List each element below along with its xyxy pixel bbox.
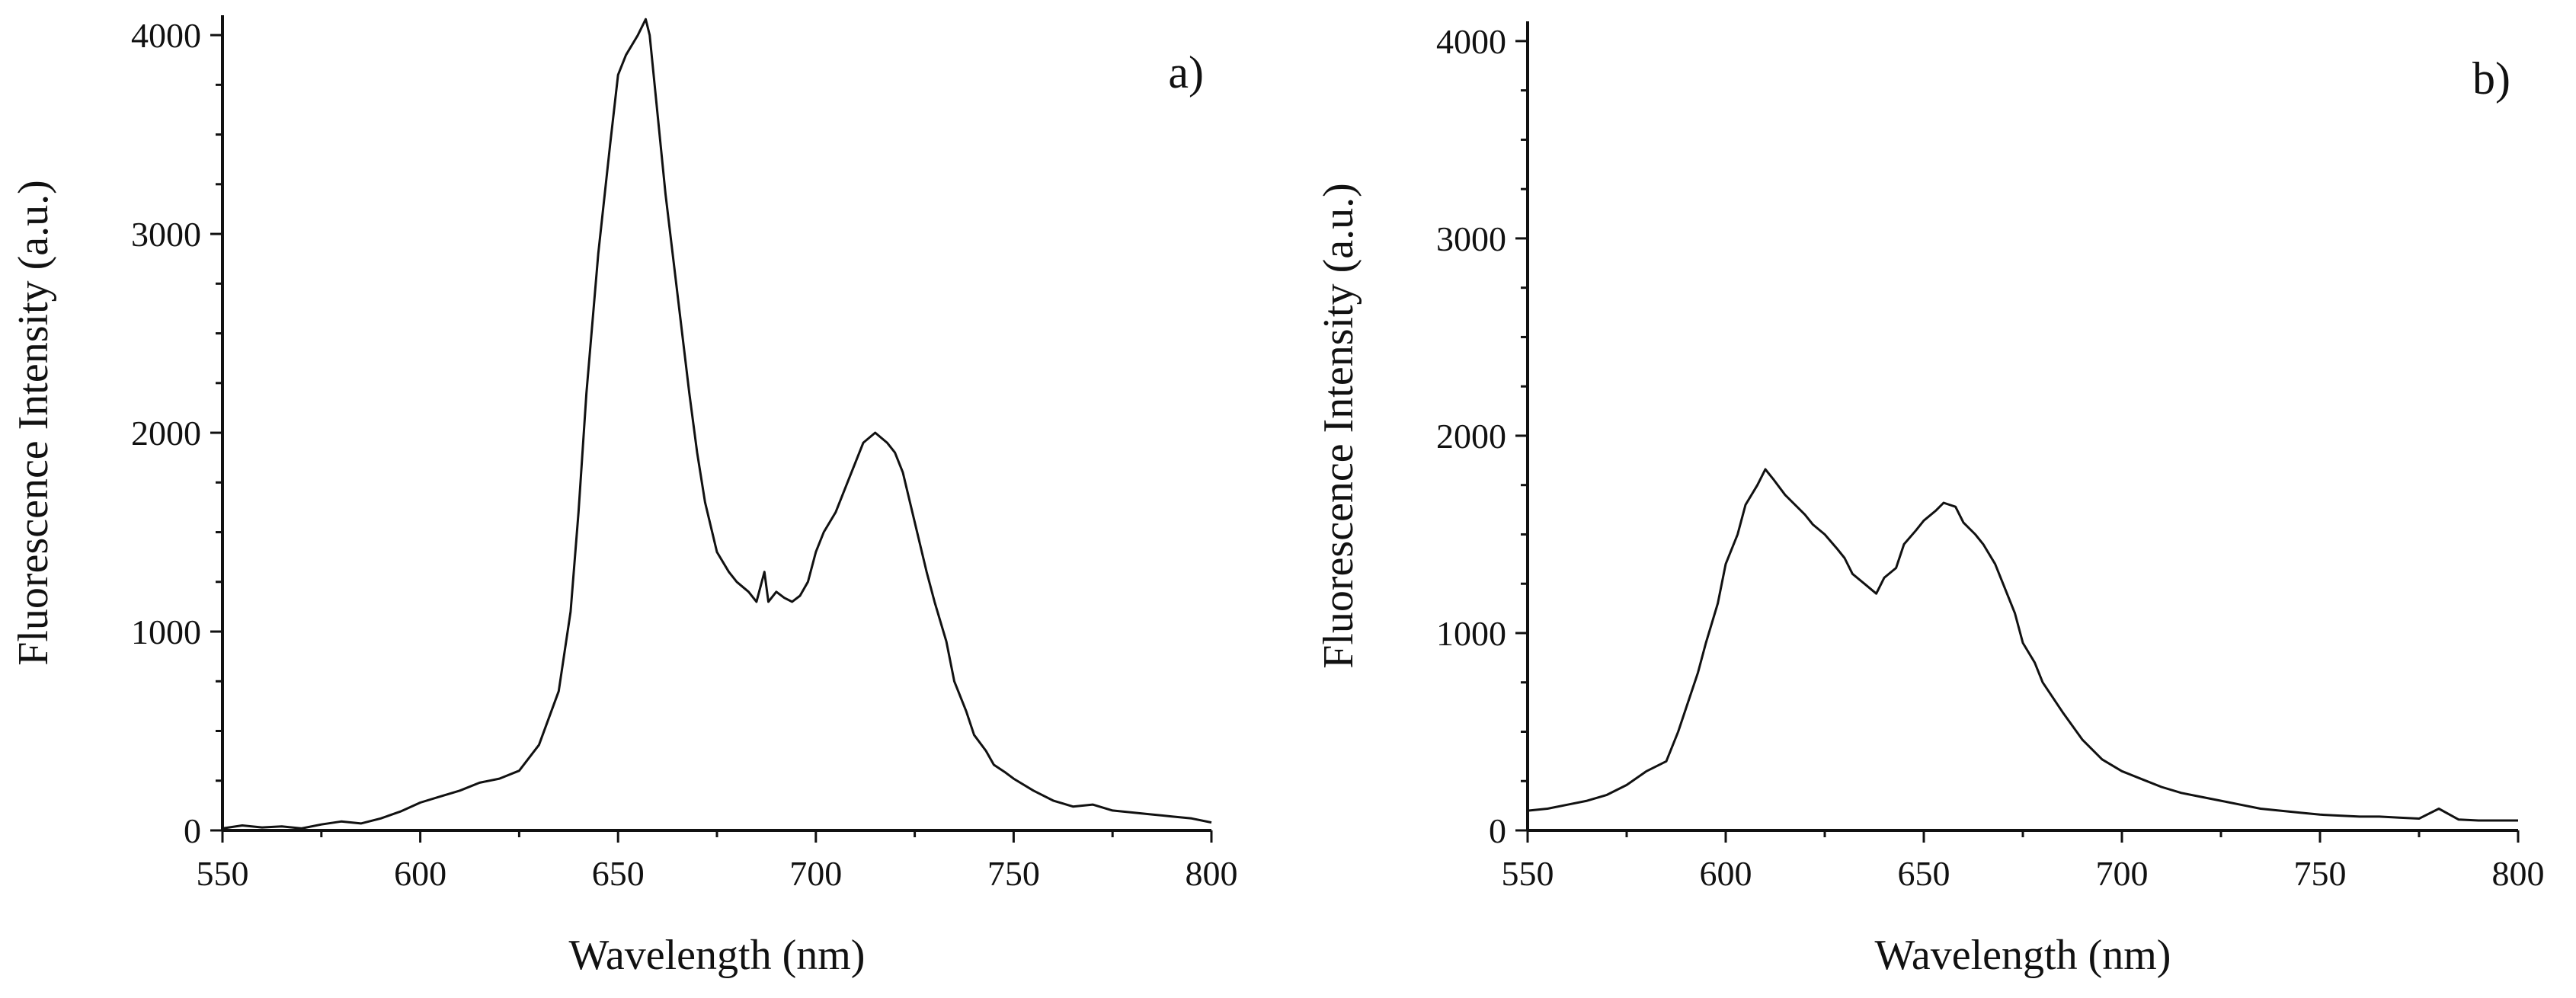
y-tick-label: 0 xyxy=(1489,811,1506,850)
x-tick-label: 700 xyxy=(2096,854,2149,893)
x-tick-label: 600 xyxy=(394,854,446,893)
y-axis-title: Fluorescence Intensity (a.u.) xyxy=(1315,183,1362,669)
x-tick-label: 650 xyxy=(1898,854,1950,893)
y-tick-label: 2000 xyxy=(131,414,201,453)
x-tick-label: 700 xyxy=(789,854,842,893)
chart-panel-a: 550 600 650 700 750 800 0 1000 2000 3000 4000 Wavel… xyxy=(10,15,1238,979)
panel-label: b) xyxy=(2472,53,2510,104)
x-tick-label: 550 xyxy=(1502,854,1554,893)
spectrum-line xyxy=(222,18,1212,830)
y-tick-label: 3000 xyxy=(1436,219,1506,258)
y-axis-title: Fluorescence Intensity (a.u.) xyxy=(10,180,57,666)
x-tick-label: 750 xyxy=(2294,854,2347,893)
y-tick-label: 2000 xyxy=(1436,417,1506,456)
x-tick-label: 550 xyxy=(197,854,249,893)
y-tick-label: 3000 xyxy=(131,215,201,254)
panel-label: a) xyxy=(1168,47,1204,98)
y-tick-label: 4000 xyxy=(131,16,201,55)
x-axis-title: Wavelength (nm) xyxy=(569,932,866,979)
x-tick-label: 750 xyxy=(987,854,1040,893)
y-tick-label: 4000 xyxy=(1436,22,1506,61)
x-tick-label: 800 xyxy=(1186,854,1238,893)
x-axis-title: Wavelength (nm) xyxy=(1875,932,2171,979)
x-tick-label: 650 xyxy=(592,854,645,893)
y-tick-label: 1000 xyxy=(131,613,201,651)
y-tick-label: 0 xyxy=(184,811,201,850)
y-tick-label: 1000 xyxy=(1436,614,1506,653)
x-tick-label: 600 xyxy=(1700,854,1752,893)
spectrum-line xyxy=(1527,468,2518,822)
x-tick-label: 800 xyxy=(2492,854,2545,893)
chart-panel-b: 550 600 650 700 750 800 0 1000 2000 3000 4000 Wavel… xyxy=(1315,21,2545,979)
